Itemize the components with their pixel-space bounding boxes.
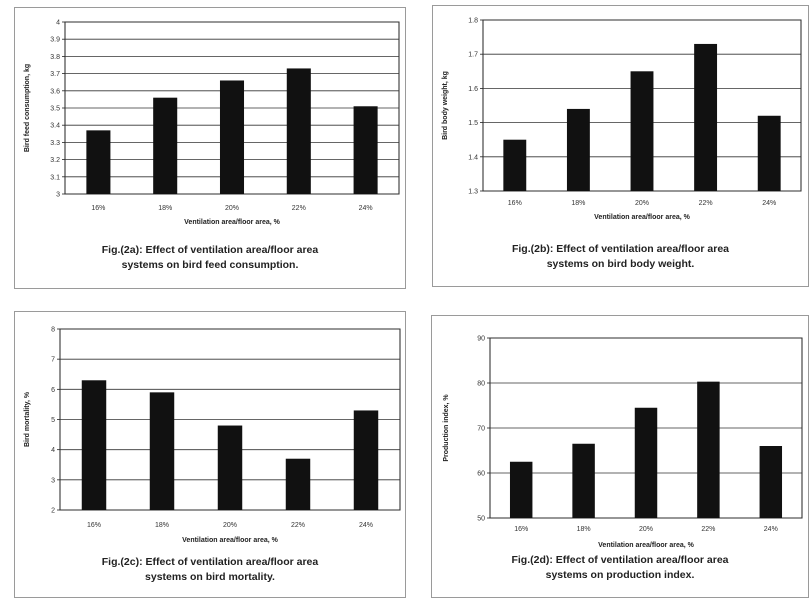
caption-line-2: systems on bird body weight.	[546, 258, 695, 270]
chart-caption-2c: Fig.(2c): Effect of ventilation area/flo…	[15, 555, 405, 585]
bar	[153, 97, 178, 194]
y-axis-title: Production index, %	[443, 394, 450, 462]
bar	[503, 139, 527, 191]
caption-line-1: Fig.(2d): Effect of ventilation area/flo…	[511, 554, 729, 566]
chart-svg-2c: 2 3 4 5 6 7 8 16% 18% 20% 22% 24% Ventilation area/f…	[24, 327, 401, 544]
caption-line-1: Fig.(2a): Effect of ventilation area/flo…	[101, 244, 319, 256]
bar	[353, 106, 378, 194]
chart-panel-2c: 2 3 4 5 6 7 8 16% 18% 20% 22% 24% Ventilation area/f…	[14, 311, 406, 598]
x-axis-title: Ventilation area/floor area, %	[594, 214, 690, 221]
chart-caption-2a: Fig.(2a): Effect of ventilation area/flo…	[15, 243, 405, 273]
bar	[217, 425, 243, 510]
y-tick-label: 3.8	[50, 54, 60, 61]
bar	[81, 380, 107, 510]
x-tick-label: 18%	[577, 526, 591, 533]
y-tick-label: 5	[51, 417, 55, 424]
x-tick-label: 24%	[359, 205, 373, 212]
bar	[86, 130, 111, 194]
y-tick-label: 3.4	[50, 123, 60, 130]
chart-panel-2d: 50 60 70 80 90 16% 18% 20% 22% 24% Ventilation are…	[431, 315, 809, 598]
y-axis-title: Bird feed consumption, kg	[24, 64, 31, 152]
x-tick-label: 16%	[514, 526, 528, 533]
y-tick-label: 7	[51, 357, 55, 364]
y-tick-label: 70	[477, 426, 485, 433]
x-tick-label: 18%	[158, 205, 172, 212]
bar	[566, 108, 590, 191]
caption-line-2: systems on production index.	[545, 569, 695, 581]
y-tick-label: 3.6	[50, 88, 60, 95]
y-tick-label: 4	[56, 20, 60, 27]
bar	[630, 71, 654, 191]
y-tick-label: 1.7	[468, 52, 478, 59]
x-axis-title: Ventilation area/floor area, %	[184, 219, 280, 226]
y-tick-label: 1.5	[468, 120, 478, 127]
x-tick-label: 16%	[508, 200, 522, 207]
x-axis-title: Ventilation area/floor area, %	[598, 542, 694, 549]
x-tick-label: 20%	[223, 522, 237, 529]
chart-panel-2a: 3 3.1 3.2 3.3 3.4 3.5 3.6 3.7 3.8 3.9 4 16% 18% 20% 22…	[14, 7, 406, 289]
y-tick-label: 3	[56, 192, 60, 199]
y-tick-label: 3.1	[50, 174, 60, 181]
y-tick-label: 1.6	[468, 86, 478, 93]
bar	[285, 458, 311, 510]
bar	[757, 115, 781, 191]
x-tick-label: 24%	[359, 522, 373, 529]
bar	[759, 446, 783, 518]
x-tick-label: 20%	[635, 200, 649, 207]
x-tick-label: 18%	[155, 522, 169, 529]
x-tick-label: 24%	[764, 526, 778, 533]
x-tick-label: 18%	[571, 200, 585, 207]
y-tick-label: 1.8	[468, 18, 478, 25]
bar	[694, 43, 718, 191]
x-tick-label: 24%	[762, 200, 776, 207]
chart-svg-2a: 3 3.1 3.2 3.3 3.4 3.5 3.6 3.7 3.8 3.9 4 16% 18% 20% 22…	[24, 20, 400, 226]
x-tick-label: 22%	[292, 205, 306, 212]
y-tick-label: 90	[477, 336, 485, 343]
caption-line-2: systems on bird feed consumption.	[121, 259, 299, 271]
caption-line-1: Fig.(2b): Effect of ventilation area/flo…	[511, 243, 730, 255]
chart-svg-2d: 50 60 70 80 90 16% 18% 20% 22% 24% Ventilation are…	[443, 336, 803, 549]
y-axis-title: Bird body weight, kg	[442, 71, 449, 140]
bar	[697, 381, 720, 518]
y-axis-title: Bird mortality, %	[24, 391, 31, 447]
chart-svg-2b: 1.3 1.4 1.5 1.6 1.7 1.8 16% 18% 20% 22% 24% Ventila…	[442, 18, 802, 221]
y-tick-label: 80	[477, 381, 485, 388]
chart-caption-2d: Fig.(2d): Effect of ventilation area/flo…	[432, 553, 808, 583]
caption-line-1: Fig.(2c): Effect of ventilation area/flo…	[101, 556, 319, 568]
x-tick-label: 16%	[87, 522, 101, 529]
chart-panel-2b: 1.3 1.4 1.5 1.6 1.7 1.8 16% 18% 20% 22% 24% Ventila…	[432, 5, 809, 287]
bar	[219, 80, 245, 194]
y-tick-label: 3.2	[50, 157, 60, 164]
y-tick-label: 8	[51, 327, 55, 334]
y-tick-label: 3.3	[50, 140, 60, 147]
bar	[353, 410, 379, 510]
y-tick-label: 6	[51, 387, 55, 394]
x-tick-label: 22%	[699, 200, 713, 207]
bar	[634, 407, 658, 518]
bar	[286, 68, 311, 194]
y-tick-label: 50	[477, 516, 485, 523]
chart-caption-2b: Fig.(2b): Effect of ventilation area/flo…	[433, 242, 808, 272]
y-tick-label: 60	[477, 471, 485, 478]
y-tick-label: 3.5	[50, 106, 60, 113]
y-tick-label: 3.9	[50, 37, 60, 44]
bar	[572, 443, 595, 518]
bar	[509, 461, 533, 518]
x-tick-label: 16%	[91, 205, 105, 212]
y-tick-label: 1.4	[468, 154, 478, 161]
x-tick-label: 22%	[291, 522, 305, 529]
bar	[149, 392, 175, 510]
y-tick-label: 2	[51, 508, 55, 515]
x-tick-label: 20%	[225, 205, 239, 212]
caption-line-2: systems on bird mortality.	[145, 571, 275, 583]
y-tick-label: 1.3	[468, 189, 478, 196]
x-tick-label: 20%	[639, 526, 653, 533]
y-tick-label: 4	[51, 447, 55, 454]
x-tick-label: 22%	[701, 526, 715, 533]
x-axis-title: Ventilation area/floor area, %	[182, 537, 278, 544]
y-tick-label: 3	[51, 477, 55, 484]
y-tick-label: 3.7	[50, 71, 60, 78]
